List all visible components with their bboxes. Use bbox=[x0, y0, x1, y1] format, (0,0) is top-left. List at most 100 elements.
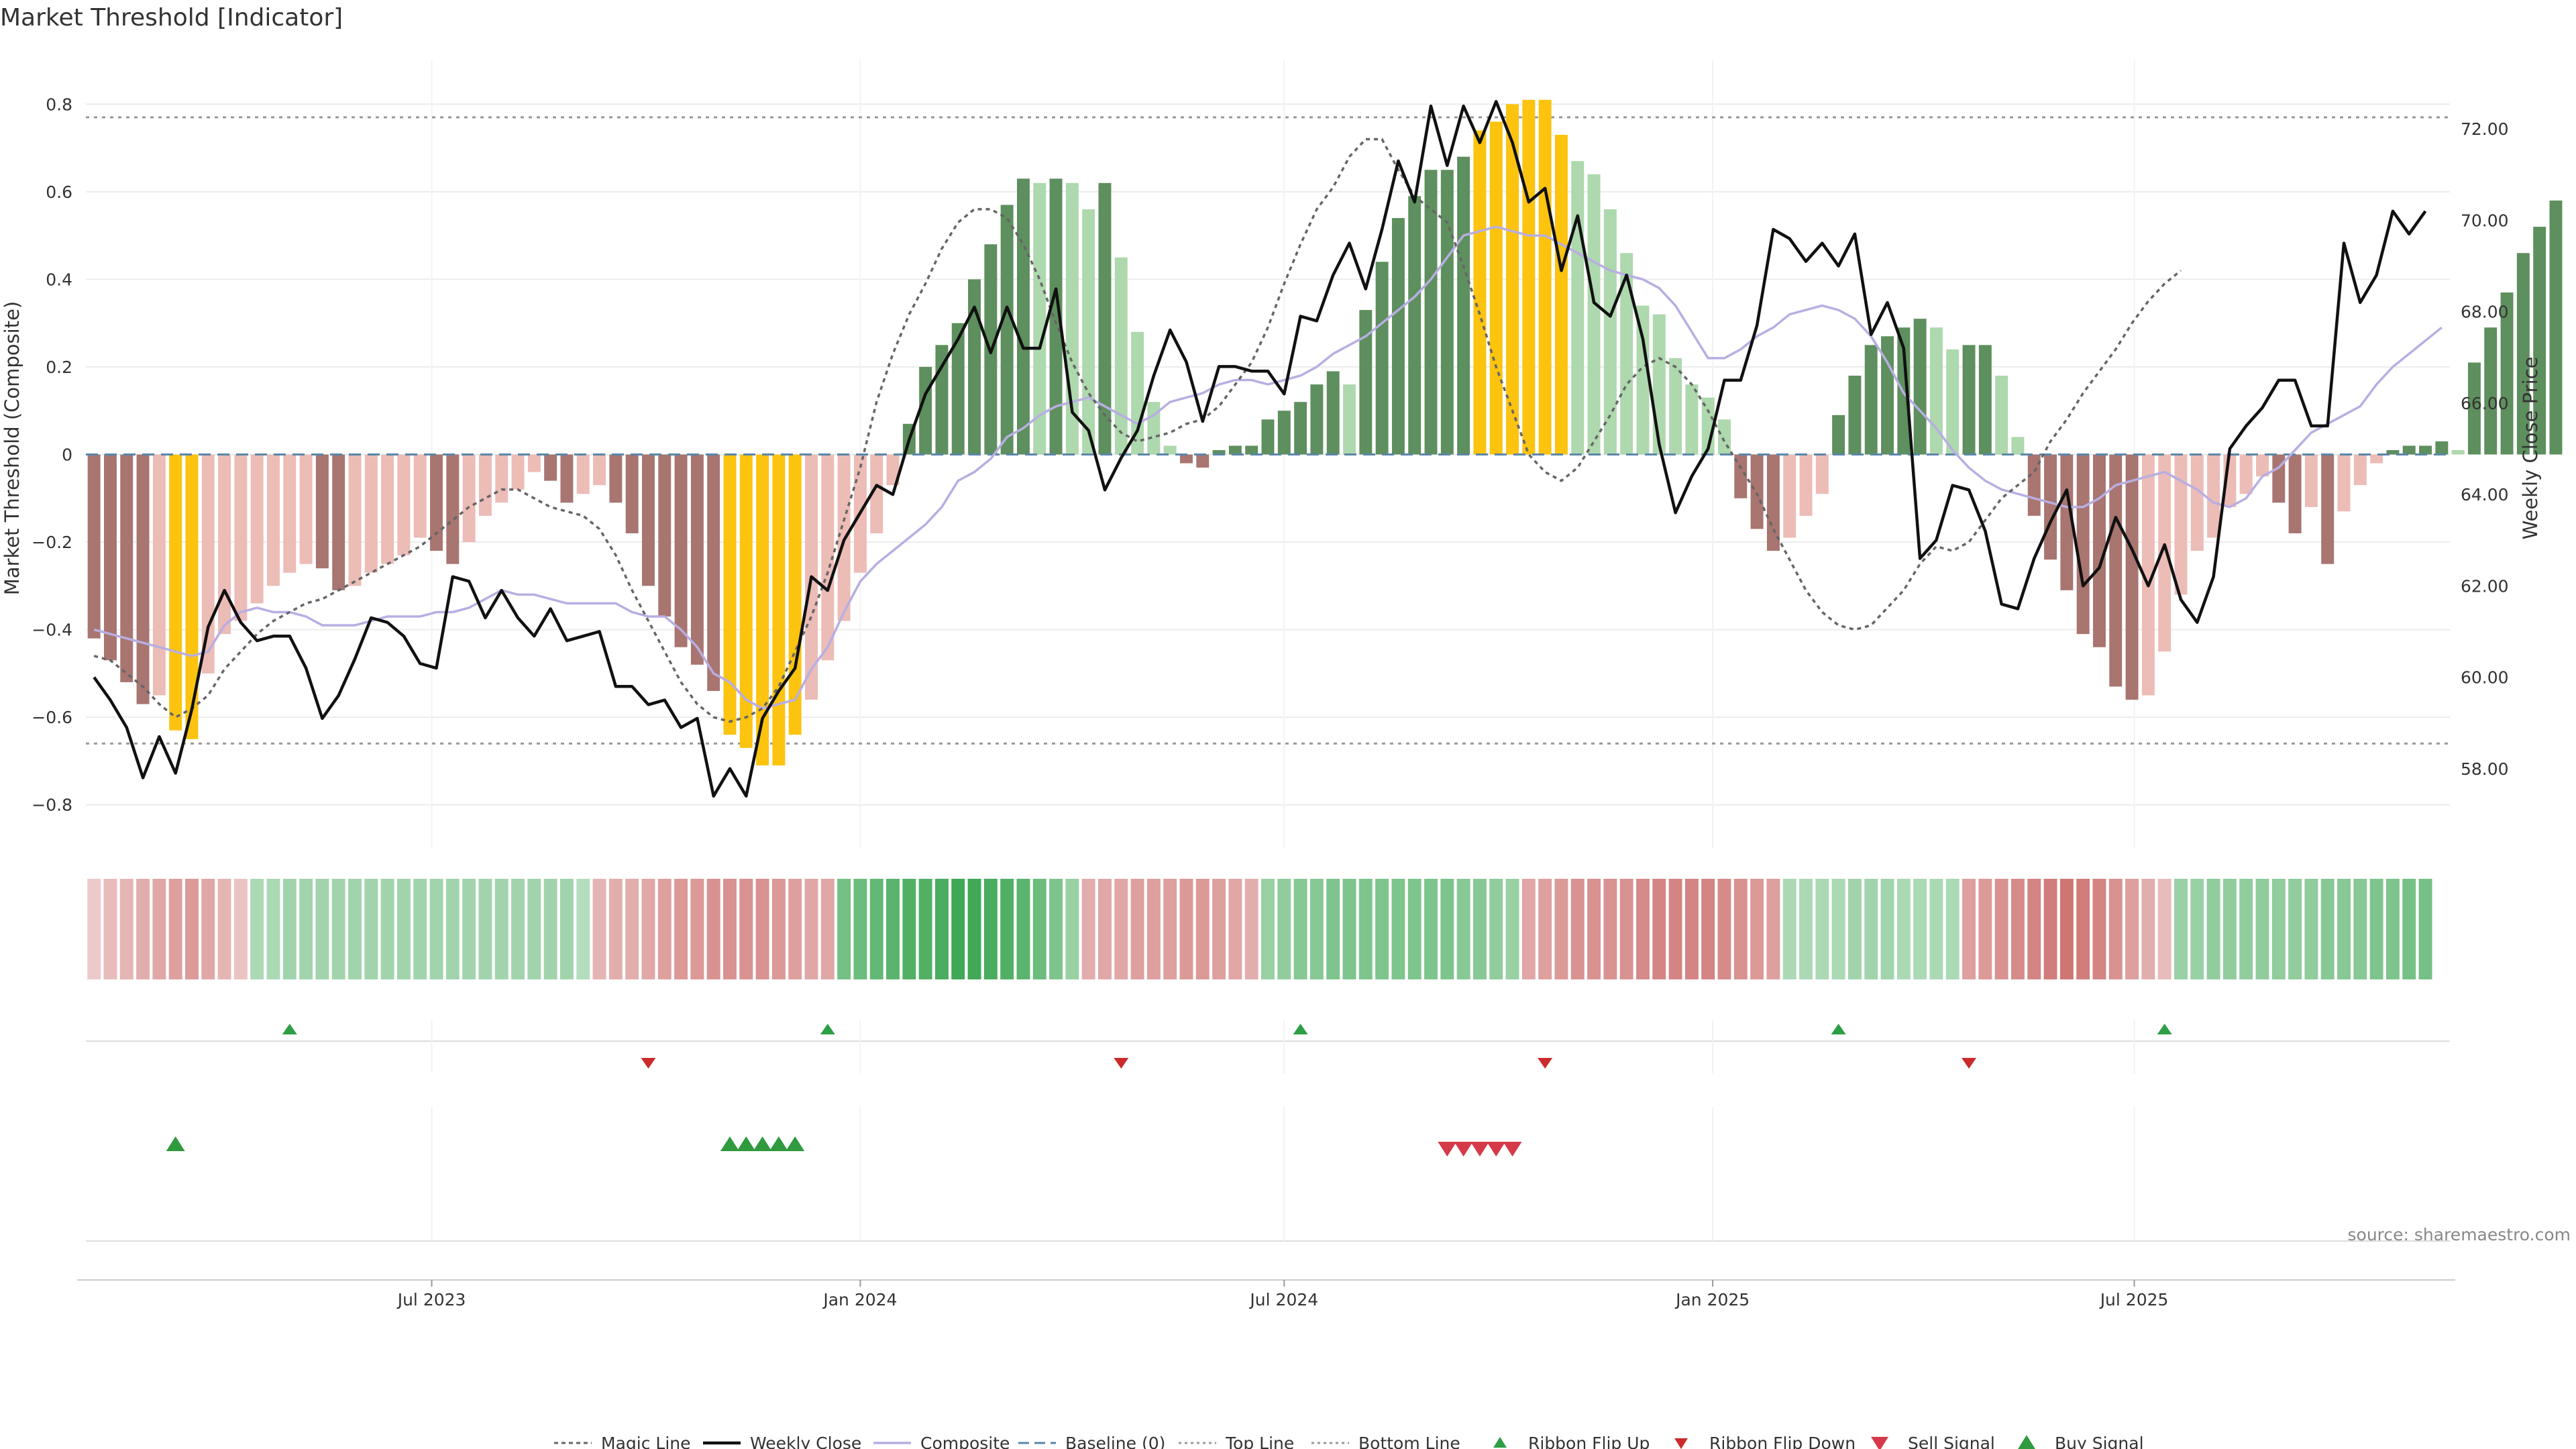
legend-label: Ribbon Flip Up bbox=[1528, 1434, 1650, 1449]
ribbon-cell bbox=[331, 879, 345, 979]
ribbon-cell bbox=[1489, 879, 1503, 979]
composite-bars bbox=[87, 99, 2563, 765]
composite-bar bbox=[1473, 130, 1487, 455]
y2-tick-label: 70.00 bbox=[2461, 211, 2509, 230]
ribbon-cell bbox=[1619, 879, 1633, 979]
overlay-lines bbox=[86, 100, 2450, 798]
ribbon-cell bbox=[2125, 879, 2139, 979]
legend-label: Bottom Line bbox=[1358, 1434, 1460, 1449]
legend-label: Sell Signal bbox=[1908, 1434, 1995, 1449]
sell-signal-marker bbox=[1470, 1142, 1489, 1157]
ribbon-cell bbox=[1277, 879, 1291, 979]
ribbon-cell bbox=[641, 879, 655, 979]
ribbon-cell bbox=[1554, 879, 1568, 979]
composite-bar bbox=[2239, 454, 2253, 494]
ribbon-cell bbox=[837, 879, 851, 979]
composite-bar bbox=[1294, 402, 1307, 455]
composite-line bbox=[93, 225, 2443, 710]
composite-bar bbox=[2011, 437, 2025, 455]
ribbon-cell bbox=[1962, 879, 1976, 979]
composite-bar bbox=[886, 454, 900, 486]
ribbon-cell bbox=[1896, 879, 1911, 979]
composite-bar bbox=[1783, 454, 1796, 538]
ribbon-cell bbox=[1130, 879, 1144, 979]
composite-bar bbox=[2386, 449, 2400, 455]
ribbon-cell bbox=[918, 879, 932, 979]
ribbon-flip-track bbox=[86, 1020, 2450, 1073]
ribbon-cell bbox=[2222, 879, 2237, 979]
ribbon-flip-up-marker bbox=[820, 1024, 835, 1034]
ribbon-cell bbox=[967, 879, 981, 979]
x-tick-label: Jul 2023 bbox=[396, 1290, 466, 1309]
ribbon-cell bbox=[902, 879, 916, 979]
composite-bar bbox=[381, 454, 394, 564]
ribbon-cell bbox=[1929, 879, 1943, 979]
ribbon-cell bbox=[543, 879, 557, 979]
ribbon-cell bbox=[429, 879, 443, 979]
composite-bar bbox=[120, 454, 133, 682]
ribbon-cell bbox=[1815, 879, 1829, 979]
ribbon-cell bbox=[820, 879, 835, 979]
ribbon-cell bbox=[804, 879, 818, 979]
composite-bar bbox=[674, 454, 688, 647]
composite-bar bbox=[821, 454, 835, 661]
composite-bar bbox=[136, 454, 150, 704]
ribbon-cell bbox=[2206, 879, 2220, 979]
composite-bar bbox=[250, 454, 264, 604]
composite-bar bbox=[1766, 454, 1780, 551]
composite-bar bbox=[2207, 454, 2220, 538]
legend-label: Composite bbox=[920, 1434, 1010, 1449]
ribbon-cell bbox=[1880, 879, 1894, 979]
ribbon-cell bbox=[2076, 879, 2090, 979]
legend-label: Baseline (0) bbox=[1065, 1434, 1165, 1449]
composite-bar bbox=[1620, 253, 1633, 455]
composite-bar bbox=[1799, 454, 1813, 516]
composite-bar bbox=[2451, 449, 2465, 455]
ribbon-cell bbox=[1326, 879, 1340, 979]
composite-bar bbox=[2549, 200, 2563, 455]
ribbon-cell bbox=[2157, 879, 2171, 979]
ribbon-cell bbox=[1538, 879, 1552, 979]
ribbon-cell bbox=[690, 879, 704, 979]
buy-signal-marker bbox=[737, 1136, 756, 1151]
composite-bar bbox=[1995, 376, 2008, 455]
ribbon-cell bbox=[1505, 879, 1519, 979]
composite-bar bbox=[2533, 227, 2546, 455]
ribbon-cell bbox=[1098, 879, 1112, 979]
ribbon-cell bbox=[2288, 879, 2302, 979]
ribbon-cell bbox=[201, 879, 215, 979]
composite-bar bbox=[1734, 454, 1748, 498]
composite-bar bbox=[2467, 362, 2481, 455]
ribbon-flip-down-marker bbox=[1962, 1058, 1977, 1069]
composite-bar bbox=[1326, 371, 1340, 455]
ribbon-cell bbox=[2418, 879, 2432, 979]
ribbon-cell bbox=[168, 879, 182, 979]
composite-bar bbox=[1815, 454, 1829, 494]
ribbon-cell bbox=[2353, 879, 2367, 979]
composite-bar bbox=[152, 454, 166, 696]
composite-bar bbox=[218, 454, 231, 635]
composite-bar bbox=[1913, 319, 1927, 455]
composite-bar bbox=[2419, 445, 2432, 455]
sell-signal-marker bbox=[1503, 1142, 1522, 1157]
chart-title: Market Threshold [Indicator] bbox=[0, 4, 343, 32]
ribbon-flip-up-marker bbox=[1831, 1024, 1846, 1034]
ribbon-cell bbox=[1244, 879, 1258, 979]
ribbon-cell bbox=[951, 879, 965, 979]
composite-bar bbox=[2337, 454, 2351, 512]
right-axis-label: Weekly Close Price bbox=[2519, 357, 2542, 540]
ribbon-cell bbox=[755, 879, 769, 979]
legend-label: Top Line bbox=[1225, 1434, 1294, 1449]
composite-bar bbox=[2109, 454, 2123, 687]
composite-bar bbox=[1228, 445, 1242, 455]
sell-signal-marker bbox=[1454, 1142, 1473, 1157]
ribbon-cell bbox=[315, 879, 329, 979]
ribbon-cell bbox=[1652, 879, 1666, 979]
buy-signal-marker bbox=[769, 1136, 788, 1151]
x-tick-label: Jul 2024 bbox=[1248, 1290, 1318, 1309]
composite-bar bbox=[1457, 156, 1470, 455]
ribbon-cell bbox=[657, 879, 672, 979]
ribbon-cell bbox=[1016, 879, 1030, 979]
ribbon-cell bbox=[1994, 879, 2008, 979]
left-axis-ticks: 0.8 0.6 0.4 0.2 0 −0.2 −0.4 −0.6 −0.8 bbox=[32, 95, 72, 814]
